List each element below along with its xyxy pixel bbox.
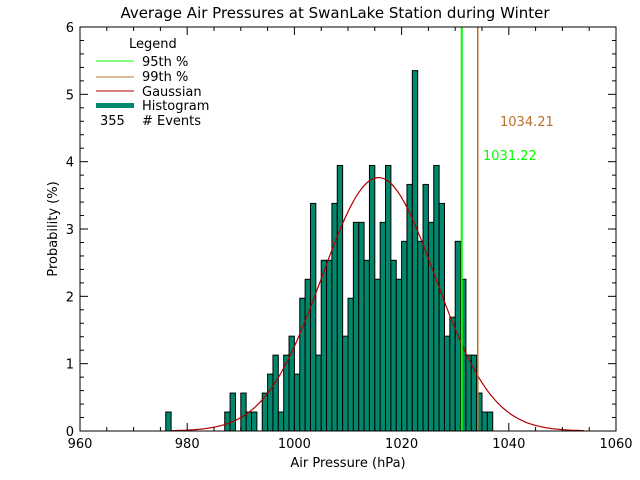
histogram-bar xyxy=(165,411,172,432)
histogram-bar xyxy=(390,259,397,432)
axes: 960 980 1000 1020 1040 1060 0 1 2 3 4 5 6 xyxy=(66,21,633,452)
y-tick-label: 0 xyxy=(66,425,74,440)
legend-label-99th: 99th % xyxy=(142,70,188,85)
legend-label-histogram: Histogram xyxy=(142,99,209,114)
x-tick-label: 1040 xyxy=(492,437,525,452)
chart-title: Average Air Pressures at SwanLake Statio… xyxy=(120,4,550,22)
x-tick-label: 980 xyxy=(175,437,200,452)
histogram-bar xyxy=(293,373,301,432)
legend-title: Legend xyxy=(129,37,177,52)
histogram-bar xyxy=(277,411,285,432)
histogram-bar xyxy=(395,278,403,432)
histogram-bar xyxy=(368,164,376,432)
legend-events-label: # Events xyxy=(142,114,201,129)
histogram-bar xyxy=(486,411,494,432)
y-tick-label: 5 xyxy=(66,88,74,103)
percentile-95-label: 1031.22 xyxy=(483,149,537,164)
histogram-bar xyxy=(379,221,387,432)
x-axis-label: Air Pressure (hPa) xyxy=(290,456,405,471)
histogram-bar xyxy=(342,335,349,432)
y-tick-label: 4 xyxy=(66,156,74,171)
histogram-bar xyxy=(422,183,429,432)
y-axis-label: Probability (%) xyxy=(46,181,61,276)
y-tick-label: 3 xyxy=(66,223,74,238)
histogram-bar xyxy=(299,297,306,432)
histogram-bar xyxy=(385,164,392,432)
histogram-bar xyxy=(481,411,488,432)
x-tick-label: 1000 xyxy=(278,437,311,452)
histogram-bar xyxy=(438,202,445,432)
histogram-bar xyxy=(309,202,317,432)
histogram-bar xyxy=(304,278,311,432)
histogram-bar xyxy=(347,297,354,432)
histogram-bar xyxy=(449,316,456,432)
histogram-bars xyxy=(165,70,494,432)
legend-label-95th: 95th % xyxy=(142,55,188,70)
legend-event-count: 355 xyxy=(100,114,125,129)
histogram-bar xyxy=(465,354,472,432)
histogram-bar xyxy=(363,259,370,432)
histogram-bar xyxy=(336,164,344,432)
histogram-bar xyxy=(417,240,424,432)
legend: Legend 95th % 99th % Gaussian Histogram … xyxy=(96,37,209,129)
histogram-bar xyxy=(320,259,328,432)
x-tick-label: 1060 xyxy=(599,437,632,452)
histogram-bar xyxy=(443,335,451,432)
histogram-bar xyxy=(315,354,322,432)
histogram-bar xyxy=(240,392,247,432)
y-tick-label: 2 xyxy=(66,290,74,305)
histogram-bar xyxy=(406,183,413,432)
histogram-bar xyxy=(251,411,258,432)
x-tick-label: 960 xyxy=(68,437,93,452)
legend-label-gaussian: Gaussian xyxy=(142,85,202,100)
histogram-bar xyxy=(229,392,236,432)
histogram-bar xyxy=(267,373,274,432)
y-tick-label: 6 xyxy=(66,21,74,36)
legend-swatch-histogram xyxy=(96,103,134,108)
histogram-bar xyxy=(374,278,381,432)
histogram-bar xyxy=(411,70,419,432)
gaussian-curve xyxy=(171,177,584,432)
histogram-bar xyxy=(288,335,295,432)
histogram-bar xyxy=(352,221,360,432)
y-tick-label: 1 xyxy=(66,358,74,373)
percentile-99-label: 1034.21 xyxy=(500,115,554,130)
histogram-bar xyxy=(358,221,365,432)
histogram-bar xyxy=(326,259,333,432)
histogram-bar xyxy=(272,354,279,432)
histogram-bar xyxy=(401,240,408,432)
histogram-bar xyxy=(245,411,253,432)
x-tick-label: 1020 xyxy=(385,437,418,452)
histogram-bar xyxy=(427,221,435,432)
histogram-bar xyxy=(224,411,231,432)
histogram-bar xyxy=(433,164,440,432)
